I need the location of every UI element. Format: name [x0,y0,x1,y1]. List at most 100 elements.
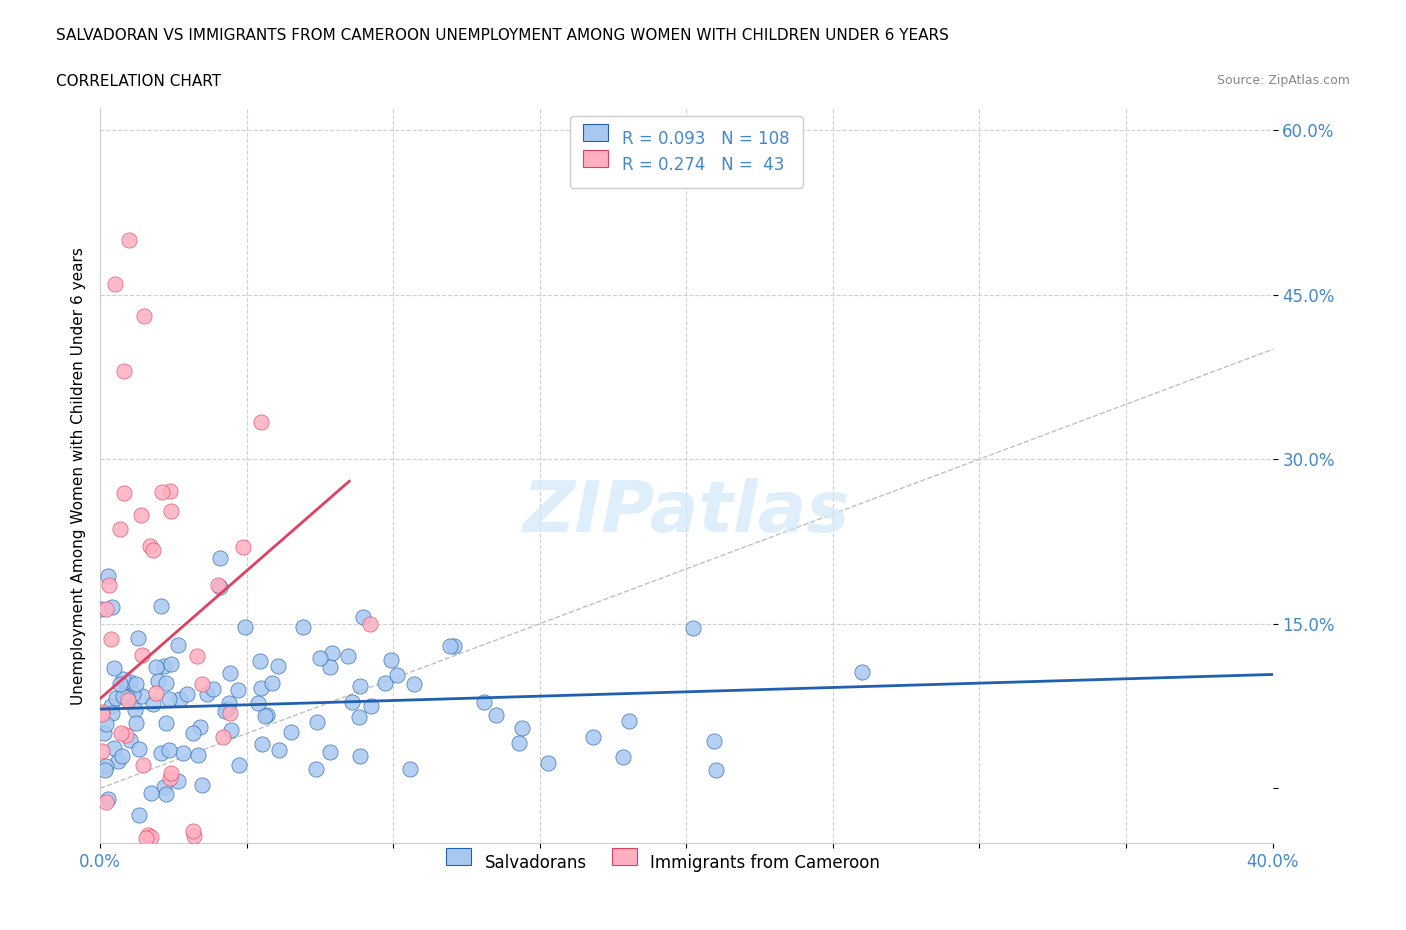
Point [112,364,135,379]
Point [510,721,533,736]
Point [157,743,180,758]
Point [166,774,188,789]
Point [149,746,172,761]
Point [127,631,149,646]
Point [209,579,232,594]
Point [508,736,530,751]
Point [145,659,167,674]
Point [321,645,343,660]
Point [443,639,465,654]
Point [93,763,115,777]
Point [219,723,242,737]
Point [118,232,141,247]
Point [139,786,162,801]
Point [217,701,239,716]
Point [374,675,396,690]
Point [132,309,155,324]
Point [145,685,167,700]
Point [191,777,214,792]
Point [188,720,211,735]
Point [352,610,374,625]
Point [115,727,138,742]
Point [253,709,276,724]
Point [172,746,194,761]
Point [340,695,363,710]
Point [233,619,256,634]
Point [100,698,122,713]
Point [226,683,249,698]
Point [159,657,181,671]
Point [101,706,124,721]
Point [169,692,191,707]
Point [167,638,190,653]
Point [97,568,120,583]
Point [155,676,177,691]
Point [349,710,371,724]
Point [110,726,132,741]
Point [246,696,269,711]
Point [142,697,165,711]
Point [159,771,181,786]
Point [308,651,330,666]
Point [128,742,150,757]
Point [111,671,134,686]
Point [267,742,290,757]
Point [703,733,725,748]
Point [267,658,290,673]
Point [108,522,131,537]
Point [201,682,224,697]
Point [183,829,205,844]
Point [214,704,236,719]
Point [91,707,114,722]
Point [349,749,371,764]
Point [157,692,180,707]
Text: SALVADORAN VS IMMIGRANTS FROM CAMEROON UNEMPLOYMENT AMONG WOMEN WITH CHILDREN UN: SALVADORAN VS IMMIGRANTS FROM CAMEROON U… [56,28,949,43]
Point [125,716,148,731]
Point [155,715,177,730]
Point [305,762,328,777]
Point [139,830,162,844]
Point [118,732,141,747]
Point [169,868,191,883]
Point [249,654,271,669]
Point [228,758,250,773]
Point [124,702,146,717]
Point [108,677,131,692]
Point [359,617,381,631]
Point [186,860,208,875]
Point [138,538,160,553]
Point [537,756,560,771]
Point [218,706,240,721]
Point [160,503,183,518]
Point [100,631,122,646]
Point [103,660,125,675]
Point [129,508,152,523]
Text: CORRELATION CHART: CORRELATION CHART [56,74,221,89]
Point [190,676,212,691]
Point [136,828,159,843]
Point [218,696,240,711]
Point [186,648,208,663]
Point [336,648,359,663]
Point [93,725,115,740]
Point [250,737,273,751]
Point [319,745,342,760]
Point [619,713,641,728]
Point [181,725,204,740]
Point [280,725,302,740]
Point [90,602,112,617]
Point [439,639,461,654]
Point [195,686,218,701]
Point [131,688,153,703]
Point [380,653,402,668]
Point [153,779,176,794]
Point [208,551,231,565]
Point [360,698,382,713]
Point [249,681,271,696]
Point [112,485,135,500]
Point [159,484,181,498]
Point [404,677,426,692]
Point [472,695,495,710]
Point [97,792,120,807]
Point [349,679,371,694]
